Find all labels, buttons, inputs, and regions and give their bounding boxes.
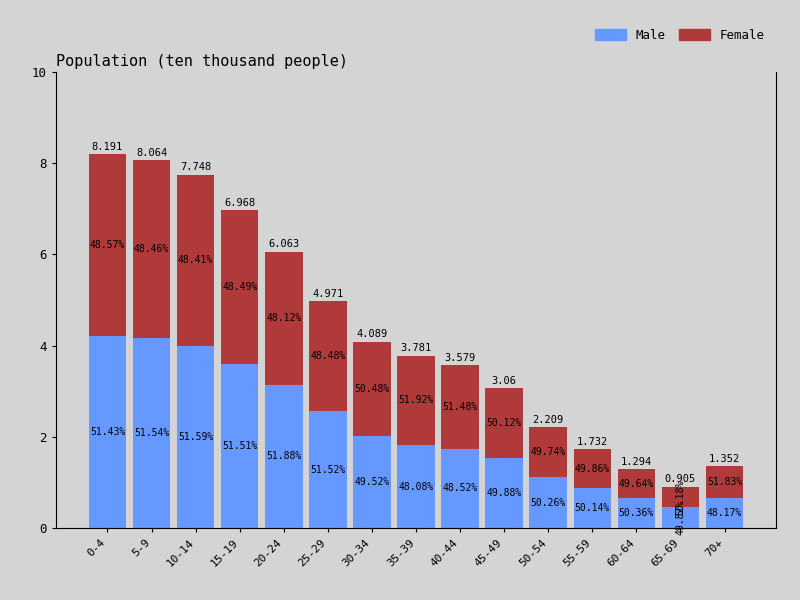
- Text: 51.51%: 51.51%: [222, 441, 258, 451]
- Bar: [89, 336, 126, 528]
- Text: 49.64%: 49.64%: [618, 479, 654, 488]
- Bar: [618, 469, 655, 498]
- Text: 51.43%: 51.43%: [90, 427, 125, 437]
- Text: 0.905: 0.905: [665, 475, 696, 484]
- Text: 51.54%: 51.54%: [134, 428, 169, 438]
- Text: 50.18%: 50.18%: [675, 479, 686, 515]
- Bar: [574, 449, 611, 488]
- Text: 1.732: 1.732: [577, 437, 608, 447]
- Bar: [398, 356, 434, 445]
- Text: 48.49%: 48.49%: [222, 282, 258, 292]
- Bar: [398, 445, 434, 528]
- Bar: [530, 427, 567, 478]
- Text: 48.46%: 48.46%: [134, 244, 169, 254]
- Bar: [309, 411, 346, 528]
- Text: 6.063: 6.063: [268, 239, 299, 249]
- Text: 48.12%: 48.12%: [266, 313, 302, 323]
- Bar: [133, 160, 170, 338]
- Bar: [618, 498, 655, 528]
- Bar: [133, 338, 170, 528]
- Text: 49.86%: 49.86%: [574, 464, 610, 474]
- Text: 7.748: 7.748: [180, 163, 211, 172]
- Bar: [442, 365, 479, 449]
- Bar: [530, 478, 567, 528]
- Text: 4.971: 4.971: [312, 289, 343, 299]
- Text: 51.48%: 51.48%: [442, 402, 478, 412]
- Bar: [706, 466, 743, 499]
- Text: 50.48%: 50.48%: [354, 383, 390, 394]
- Text: 49.88%: 49.88%: [486, 488, 522, 498]
- Text: 48.17%: 48.17%: [707, 508, 742, 518]
- Text: 48.08%: 48.08%: [398, 482, 434, 491]
- Bar: [353, 436, 390, 528]
- Bar: [662, 508, 699, 528]
- Text: 6.968: 6.968: [224, 198, 255, 208]
- Bar: [177, 346, 214, 528]
- Text: 49.74%: 49.74%: [530, 448, 566, 457]
- Bar: [662, 487, 699, 508]
- Bar: [574, 488, 611, 528]
- Text: 3.781: 3.781: [400, 343, 432, 353]
- Bar: [221, 364, 258, 528]
- Text: 8.191: 8.191: [92, 142, 123, 152]
- Text: 4.089: 4.089: [356, 329, 387, 339]
- Text: 49.82%: 49.82%: [675, 500, 686, 535]
- Text: 51.92%: 51.92%: [398, 395, 434, 406]
- Text: 1.352: 1.352: [709, 454, 740, 464]
- Bar: [486, 388, 523, 458]
- Bar: [177, 175, 214, 346]
- Bar: [442, 449, 479, 528]
- Text: 8.064: 8.064: [136, 148, 167, 158]
- Bar: [486, 458, 523, 528]
- Text: 49.52%: 49.52%: [354, 477, 390, 487]
- Bar: [309, 301, 346, 411]
- Text: 50.26%: 50.26%: [530, 497, 566, 508]
- Bar: [353, 341, 390, 436]
- Bar: [265, 251, 302, 385]
- Text: 3.06: 3.06: [492, 376, 517, 386]
- Text: 51.59%: 51.59%: [178, 432, 214, 442]
- Text: Population (ten thousand people): Population (ten thousand people): [56, 55, 348, 70]
- Text: 48.48%: 48.48%: [310, 351, 346, 361]
- Text: 51.52%: 51.52%: [310, 464, 346, 475]
- Text: 2.209: 2.209: [533, 415, 564, 425]
- Legend: Male, Female: Male, Female: [590, 23, 770, 47]
- Text: 3.579: 3.579: [445, 353, 476, 362]
- Text: 48.41%: 48.41%: [178, 255, 214, 265]
- Text: 48.52%: 48.52%: [442, 484, 478, 493]
- Text: 51.88%: 51.88%: [266, 451, 302, 461]
- Text: 51.83%: 51.83%: [707, 478, 742, 487]
- Text: 50.14%: 50.14%: [574, 503, 610, 513]
- Bar: [265, 385, 302, 528]
- Bar: [221, 210, 258, 364]
- Text: 1.294: 1.294: [621, 457, 652, 467]
- Text: 50.36%: 50.36%: [618, 508, 654, 518]
- Bar: [706, 499, 743, 528]
- Text: 48.57%: 48.57%: [90, 240, 125, 250]
- Text: 50.12%: 50.12%: [486, 418, 522, 428]
- Bar: [89, 154, 126, 336]
